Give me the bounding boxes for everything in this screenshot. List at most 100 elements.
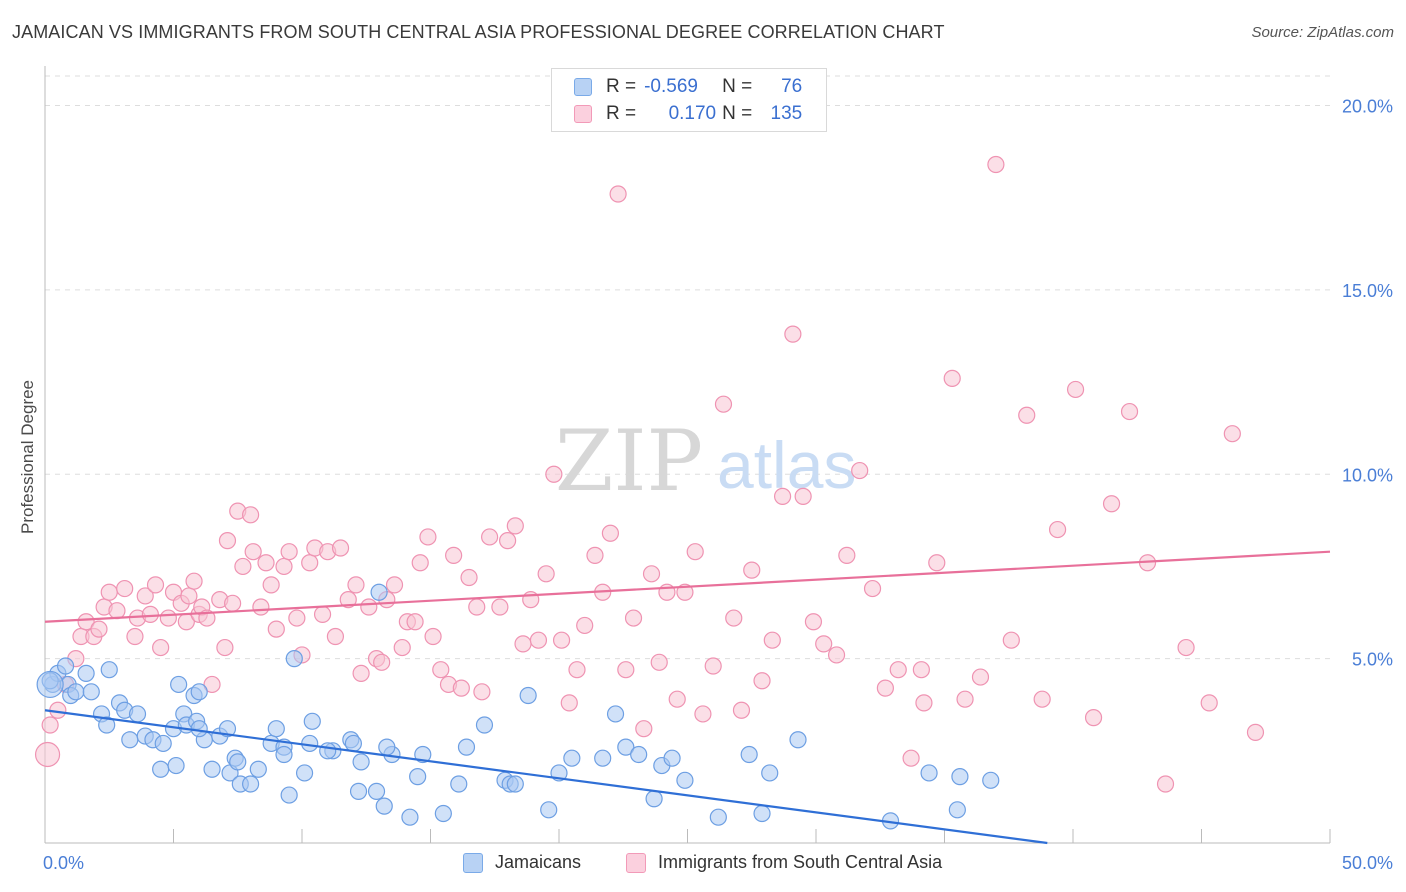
n-label: N = <box>722 103 753 124</box>
data-point <box>180 587 198 605</box>
data-point <box>167 756 185 775</box>
y-tick-label: 20.0% <box>1342 97 1393 117</box>
data-point <box>863 579 882 598</box>
data-point <box>434 804 452 823</box>
data-point <box>460 568 478 587</box>
r-value: -0.569 <box>644 76 698 97</box>
data-point <box>624 609 643 627</box>
data-point <box>77 664 95 682</box>
data-point <box>1066 380 1085 399</box>
data-point <box>1120 402 1139 421</box>
data-point <box>367 782 386 800</box>
data-point <box>301 554 319 572</box>
data-point <box>452 679 470 697</box>
data-point <box>663 749 681 767</box>
swatch-blue <box>574 78 592 96</box>
data-point <box>108 602 126 620</box>
data-point <box>594 749 612 767</box>
data-point <box>373 653 391 671</box>
data-point <box>242 775 260 793</box>
data-point <box>1084 709 1103 727</box>
data-point <box>753 672 771 690</box>
x-tick-label-max: 50.0% <box>1342 853 1393 873</box>
data-point <box>326 627 345 646</box>
data-point <box>375 797 393 815</box>
series-immigrants-points <box>34 155 1265 793</box>
data-point <box>224 594 242 612</box>
data-point <box>301 734 319 753</box>
data-point <box>753 804 771 823</box>
data-point <box>676 583 694 601</box>
data-point <box>267 720 285 738</box>
y-tick-label: 5.0% <box>1352 650 1393 670</box>
y-tick-label: 10.0% <box>1342 465 1393 485</box>
n-value: 76 <box>781 76 803 97</box>
data-point <box>1156 775 1175 793</box>
data-point <box>349 782 368 800</box>
data-point <box>686 543 704 561</box>
data-point <box>218 532 237 550</box>
data-point <box>468 598 486 616</box>
data-point <box>34 741 61 768</box>
data-point <box>499 532 517 550</box>
data-point <box>411 554 429 572</box>
r-label: R = <box>606 103 637 124</box>
watermark-zip: ZIP <box>555 412 703 510</box>
data-point <box>218 720 237 738</box>
data-point <box>170 675 188 694</box>
stats-row-jamaicans: R = -0.569 N = 76 <box>574 75 802 99</box>
data-point <box>709 808 727 826</box>
data-point <box>121 731 139 749</box>
trend-line-immigrants <box>44 550 1331 623</box>
data-point <box>773 487 792 505</box>
data-point <box>257 554 275 572</box>
data-point <box>457 738 476 756</box>
data-point <box>694 705 712 723</box>
data-point <box>956 690 974 708</box>
data-point <box>545 465 563 483</box>
data-point <box>609 185 627 203</box>
data-point <box>563 749 581 767</box>
data-point <box>928 554 946 572</box>
data-point <box>288 609 306 627</box>
data-point <box>152 638 170 657</box>
data-point <box>576 616 594 635</box>
axes <box>44 66 1331 844</box>
data-point <box>244 543 262 561</box>
data-point <box>280 543 298 561</box>
data-point <box>948 801 966 819</box>
data-point <box>146 576 165 594</box>
data-point <box>912 661 930 679</box>
data-point <box>761 764 779 782</box>
data-point <box>203 675 221 694</box>
data-point <box>126 627 144 646</box>
data-point <box>537 565 555 583</box>
data-point <box>234 557 252 576</box>
data-point <box>1002 631 1020 649</box>
legend-label: Immigrants from South Central Asia <box>658 852 943 872</box>
data-point <box>650 653 668 671</box>
data-point <box>295 764 314 782</box>
data-point <box>784 325 802 343</box>
data-point <box>280 786 298 804</box>
data-point <box>704 657 722 675</box>
data-point <box>902 749 920 767</box>
data-point <box>552 631 571 649</box>
data-point <box>676 771 694 789</box>
data-point <box>352 664 370 682</box>
data-point <box>98 716 116 734</box>
r-value: 0.170 <box>668 103 717 124</box>
data-point <box>378 738 396 756</box>
data-point <box>360 598 378 616</box>
data-point <box>815 635 833 653</box>
data-point <box>514 635 532 653</box>
data-point <box>100 661 118 679</box>
data-point <box>67 683 85 701</box>
stats-legend: R = -0.569 N = 76 R = 0.170 N = 135 <box>551 68 827 132</box>
data-point <box>982 771 1000 789</box>
data-point <box>352 753 370 771</box>
data-point <box>401 808 419 826</box>
data-point <box>262 576 280 594</box>
data-point <box>393 638 411 657</box>
data-point <box>285 650 303 668</box>
